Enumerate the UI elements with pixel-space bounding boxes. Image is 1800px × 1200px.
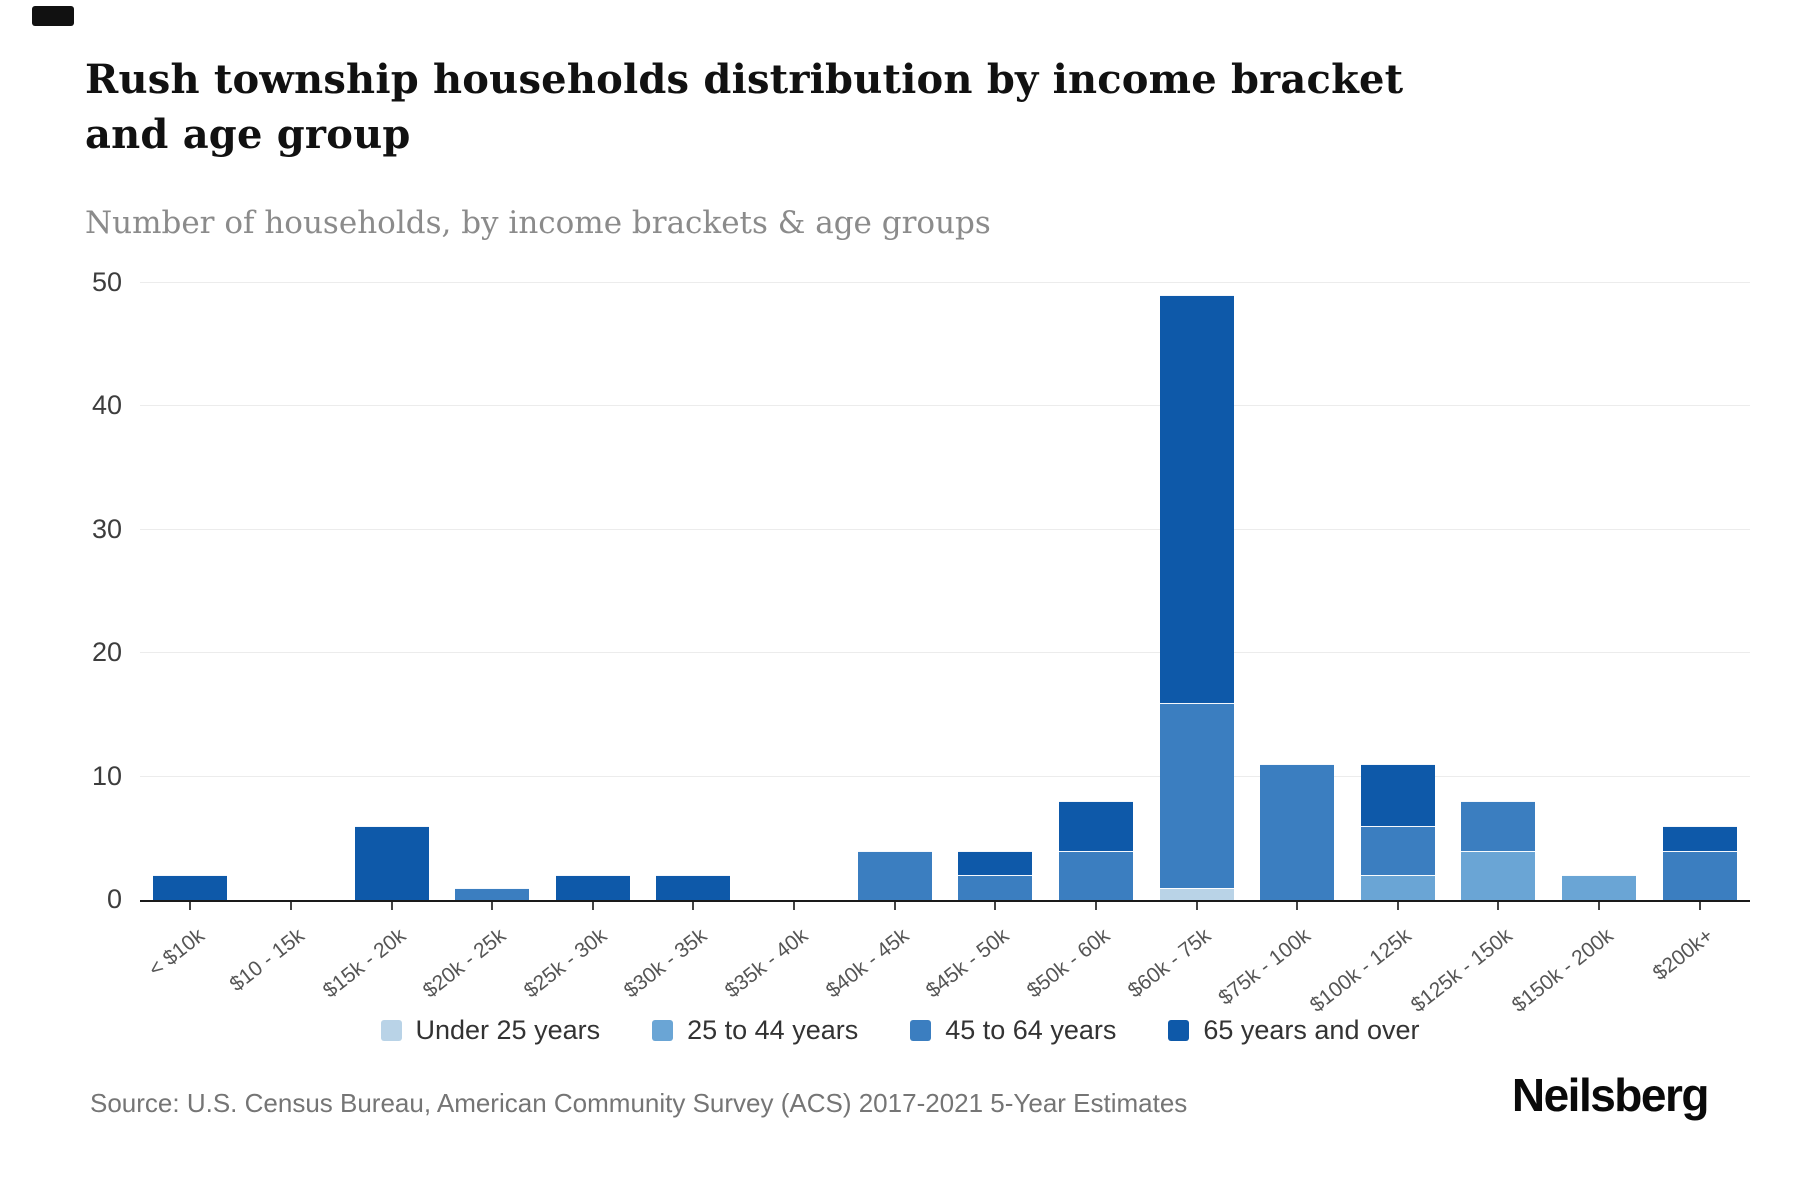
legend-swatch-icon (1168, 1019, 1190, 1041)
chart-subtitle: Number of households, by income brackets… (85, 205, 991, 241)
bar--10k (153, 875, 228, 900)
x-axis-tick-label: $30k - 35k (620, 924, 712, 1003)
gridline-10 (140, 775, 1750, 777)
bar-segment-65-years-and-over (153, 875, 228, 900)
bar--30k-35k (656, 875, 731, 900)
x-axis-tick (692, 902, 695, 910)
plot-area (140, 282, 1750, 902)
x-axis-tick-label: < $10k (144, 924, 209, 982)
gridline-20 (140, 652, 1750, 654)
bar-segment-45-to-64-years (958, 875, 1033, 900)
legend-swatch-icon (652, 1019, 674, 1041)
legend-label: Under 25 years (415, 1014, 601, 1045)
legend-swatch-icon (910, 1019, 932, 1041)
bar--50k-60k (1058, 801, 1133, 900)
bar--15k-20k (354, 825, 429, 900)
corner-mark (32, 6, 74, 26)
chart-title: Rush township households distribution by… (85, 56, 1404, 159)
bar--125k-150k (1461, 801, 1536, 900)
bar-segment-45-to-64-years (455, 887, 530, 900)
x-axis-tick-label: $100k - 125k (1306, 924, 1416, 1017)
legend-swatch-icon (380, 1019, 402, 1041)
x-axis-tick-label: $20k - 25k (418, 924, 511, 1003)
x-axis-tick-label: $75k - 100k (1214, 924, 1316, 1010)
x-axis-tick (189, 902, 192, 910)
bar-segment-65-years-and-over (555, 875, 630, 900)
bar-segment-65-years-and-over (656, 875, 731, 900)
bar-segment-25-to-44-years (1461, 850, 1536, 900)
x-axis-tick-label: $10 - 15k (225, 924, 310, 997)
x-axis-tick-label: $40k - 45k (821, 924, 913, 1003)
bar--100k-125k (1360, 764, 1435, 900)
x-axis-tick-label: $50k - 60k (1022, 924, 1115, 1003)
x-axis-tick-label: $125k - 150k (1406, 924, 1517, 1017)
x-axis-tick-label: $35k - 40k (720, 924, 813, 1003)
x-axis-tick (491, 902, 494, 910)
bar-segment-45-to-64-years (1058, 850, 1133, 900)
legend-label: 25 to 44 years (687, 1014, 859, 1045)
y-axis-tick-label: 10 (91, 760, 122, 791)
bar--75k-100k (1260, 764, 1335, 900)
x-axis-tick (289, 902, 292, 910)
x-axis-tick (1094, 902, 1097, 910)
x-axis-tick (1698, 902, 1701, 910)
bar-segment-65-years-and-over (1159, 295, 1234, 703)
bar-segment-65-years-and-over (1360, 764, 1435, 826)
bar-segment-25-to-44-years (1562, 875, 1637, 900)
bar-segment-45-to-64-years (1260, 764, 1335, 900)
bar-segment-45-to-64-years (857, 850, 932, 900)
bar--20k-25k (455, 887, 530, 900)
x-axis-tick-label: $25k - 30k (519, 924, 611, 1003)
y-axis-tick-label: 20 (91, 637, 122, 668)
x-axis-tick (591, 902, 594, 910)
legend: Under 25 years 25 to 44 years 45 to 64 yea… (0, 1008, 1800, 1052)
x-axis-tick (1598, 902, 1601, 910)
x-axis-tick-label: $150k - 200k (1507, 924, 1618, 1017)
bar--150k-200k (1562, 875, 1637, 900)
bar--60k-75k (1159, 295, 1234, 900)
x-axis-tick (390, 902, 393, 910)
legend-item-65-years-and-over: 65 years and over (1168, 1014, 1420, 1046)
y-axis-tick-label: 0 (106, 884, 122, 914)
bar-segment-65-years-and-over (1662, 825, 1737, 851)
legend-item-25-to-44-years: 25 to 44 years (652, 1015, 858, 1046)
bar--25k-30k (555, 875, 630, 900)
source-attribution: Source: U.S. Census Bureau, American Com… (90, 1088, 1188, 1118)
x-axis-tick-label: $45k - 50k (922, 924, 1014, 1003)
gridline-40 (140, 405, 1750, 407)
bar-segment-25-to-44-years (1360, 875, 1435, 900)
legend-item-45-to-64-years: 45 to 64 years (910, 1015, 1116, 1046)
gridline-50 (140, 282, 1750, 283)
x-axis-tick (793, 902, 796, 910)
x-axis-tick-label: $15k - 20k (318, 924, 410, 1003)
bar--45k-50k (958, 850, 1033, 900)
x-axis-tick (893, 902, 896, 910)
bar-segment-45-to-64-years (1360, 825, 1435, 876)
gridline-30 (140, 528, 1750, 530)
y-axis-tick-label: 50 (91, 267, 122, 297)
legend-item-under-25-years: Under 25 years (380, 1014, 601, 1046)
y-axis-tick-label: 30 (91, 513, 122, 544)
x-axis-tick-label: $200k+ (1648, 924, 1718, 985)
bar-segment-65-years-and-over (958, 850, 1033, 876)
x-axis-tick-label: $60k - 75k (1123, 924, 1215, 1003)
bar-segment-45-to-64-years (1461, 801, 1536, 851)
bar-segment-65-years-and-over (1058, 801, 1133, 851)
neilsberg-logo: Neilsberg (1511, 1069, 1710, 1121)
bar-segment-under-25-years (1159, 887, 1234, 900)
x-axis-tick (1396, 902, 1399, 910)
x-axis-tick (1296, 902, 1299, 910)
bar--40k-45k (857, 850, 932, 900)
x-axis-tick (994, 902, 997, 910)
x-axis-tick (1497, 902, 1500, 910)
legend-label: 65 years and over (1203, 1014, 1420, 1045)
bar--200k+ (1662, 825, 1737, 900)
x-axis-tick (1195, 902, 1198, 910)
legend-label: 45 to 64 years (945, 1014, 1117, 1045)
bar-segment-45-to-64-years (1159, 702, 1234, 888)
bar-segment-45-to-64-years (1662, 850, 1737, 900)
bar-segment-65-years-and-over (354, 825, 429, 900)
y-axis-tick-label: 40 (91, 390, 122, 421)
